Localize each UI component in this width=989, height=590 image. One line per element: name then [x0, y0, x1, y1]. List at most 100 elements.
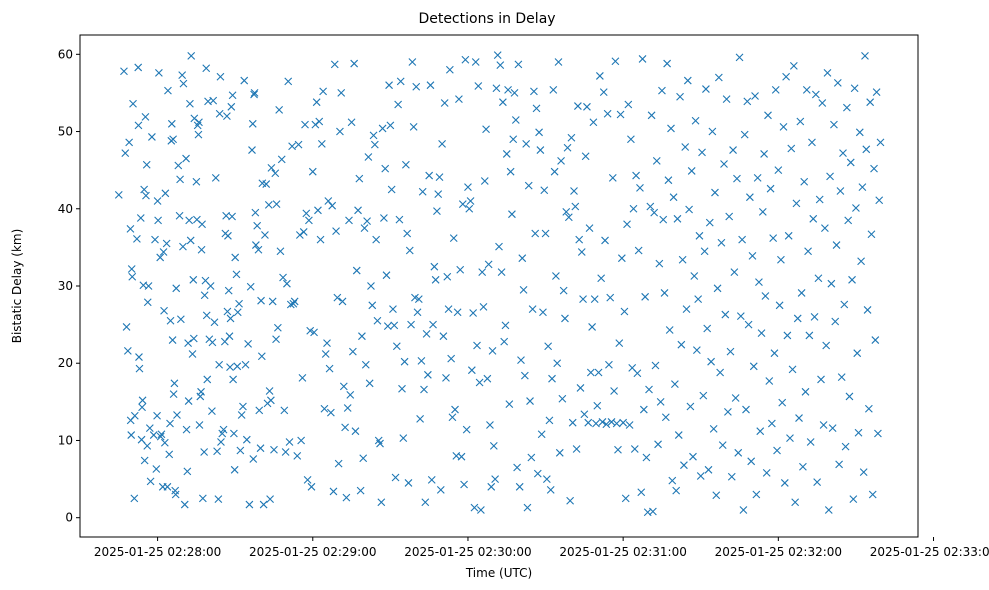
data-point	[704, 465, 713, 474]
data-point	[787, 144, 796, 153]
data-point	[176, 315, 185, 324]
data-point	[121, 149, 130, 158]
data-point	[284, 77, 293, 86]
data-point	[244, 340, 253, 348]
data-point	[698, 148, 706, 157]
data-point	[722, 95, 731, 103]
data-point	[711, 188, 719, 197]
data-point	[835, 460, 844, 469]
plot-area	[114, 51, 885, 517]
data-point	[186, 236, 195, 245]
data-point	[771, 85, 780, 94]
data-point	[561, 314, 569, 323]
data-point	[125, 138, 134, 147]
data-point	[595, 72, 604, 80]
data-point	[661, 413, 670, 422]
data-point	[532, 104, 541, 113]
data-point	[333, 293, 342, 302]
data-point	[385, 81, 393, 90]
data-point	[232, 270, 241, 279]
data-point	[264, 201, 273, 209]
data-point	[352, 266, 361, 275]
data-point	[733, 174, 741, 183]
y-tick-label: 50	[58, 125, 73, 139]
data-point	[464, 183, 472, 192]
data-point	[303, 475, 312, 484]
data-point	[616, 110, 625, 119]
data-point	[367, 282, 375, 290]
data-point	[488, 346, 497, 355]
data-point	[876, 138, 885, 147]
x-tick-label: 2025-01-25 02:29:00	[249, 545, 376, 559]
data-point	[611, 57, 620, 66]
data-point	[774, 166, 783, 175]
data-point	[254, 245, 263, 254]
data-point	[740, 130, 749, 139]
data-point	[187, 51, 196, 60]
data-point	[809, 214, 818, 223]
data-point	[174, 161, 183, 170]
data-point	[363, 217, 371, 226]
data-point	[777, 255, 785, 264]
data-point	[223, 112, 231, 120]
data-point	[351, 427, 360, 436]
data-point	[852, 204, 860, 212]
data-point	[209, 96, 218, 105]
data-point	[805, 331, 814, 340]
data-point	[592, 419, 600, 428]
data-point	[815, 195, 824, 204]
data-point	[725, 212, 734, 221]
data-point	[786, 434, 794, 443]
data-point	[533, 469, 542, 478]
data-point	[126, 224, 135, 233]
data-point	[356, 486, 365, 495]
data-point	[522, 140, 531, 148]
data-point	[277, 155, 286, 164]
data-point	[157, 430, 166, 439]
data-point	[683, 76, 692, 85]
data-point	[137, 435, 146, 444]
data-point	[442, 374, 450, 382]
data-point	[162, 239, 171, 248]
data-point	[845, 392, 854, 401]
data-point	[179, 242, 187, 251]
data-point	[355, 174, 364, 183]
data-point	[806, 438, 815, 446]
data-point	[160, 306, 168, 315]
data-point	[672, 486, 681, 495]
data-point	[365, 379, 374, 388]
data-point	[465, 204, 474, 213]
data-point	[749, 362, 758, 371]
data-point	[610, 387, 618, 395]
data-point	[149, 431, 158, 439]
data-point	[211, 173, 220, 182]
data-point	[408, 58, 417, 66]
data-point	[482, 125, 490, 134]
data-point	[857, 257, 865, 266]
data-point	[707, 357, 715, 366]
data-point	[293, 452, 302, 460]
data-point	[692, 346, 701, 354]
data-point	[506, 167, 515, 176]
data-point	[641, 292, 650, 301]
data-point	[297, 436, 306, 445]
data-point	[138, 396, 147, 405]
data-point	[165, 450, 174, 459]
data-point	[703, 324, 712, 333]
data-point	[154, 216, 162, 225]
data-point	[654, 440, 662, 449]
data-point	[175, 211, 184, 220]
data-point	[169, 390, 178, 399]
data-point	[134, 121, 143, 130]
data-point	[546, 486, 555, 494]
data-point	[645, 385, 653, 394]
data-point	[572, 445, 581, 453]
data-point	[435, 173, 444, 181]
data-point	[514, 60, 523, 69]
data-point	[240, 76, 249, 85]
data-point	[686, 402, 695, 411]
data-point	[451, 405, 459, 414]
data-point	[169, 135, 177, 144]
data-point	[633, 369, 642, 378]
data-point	[192, 177, 201, 186]
